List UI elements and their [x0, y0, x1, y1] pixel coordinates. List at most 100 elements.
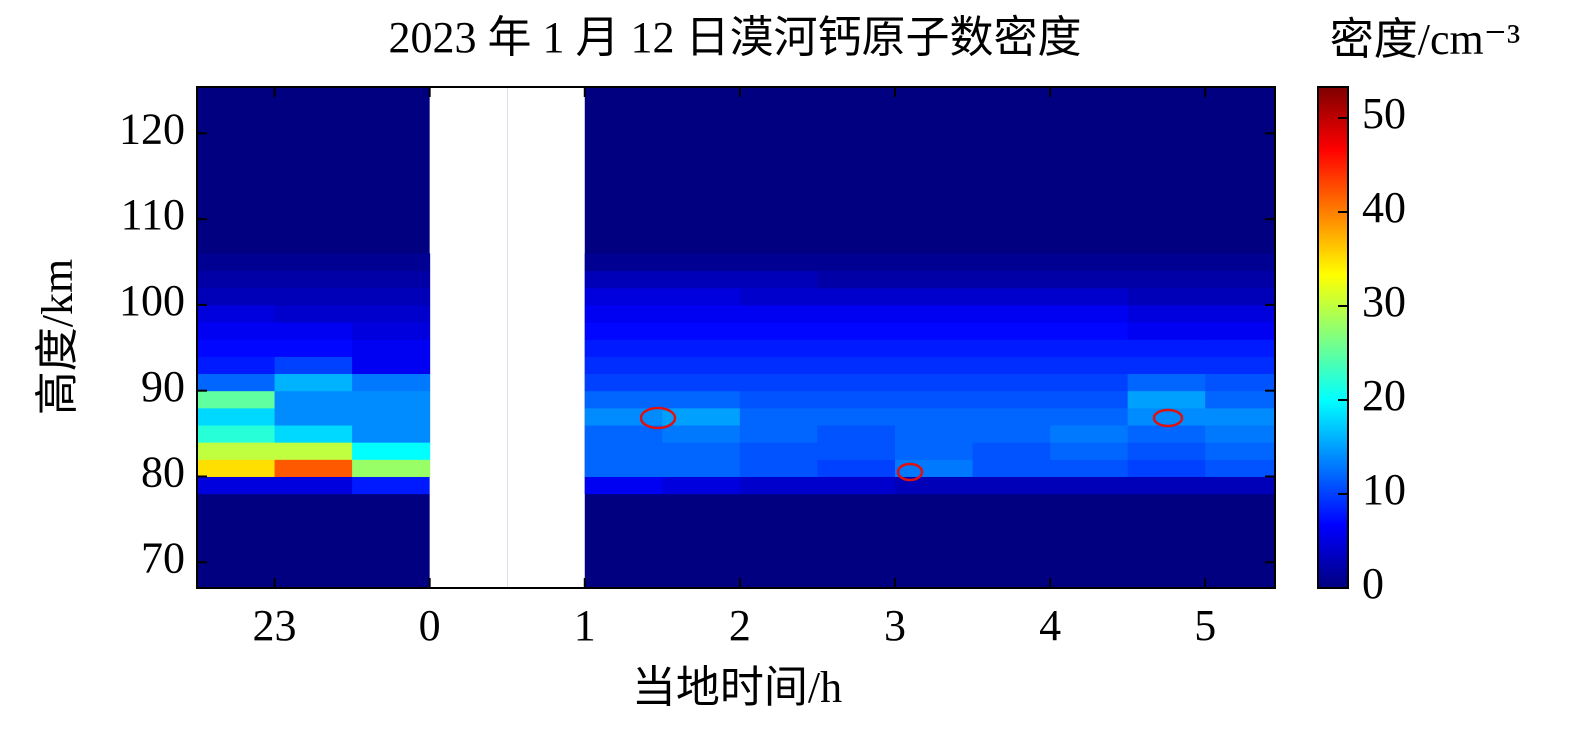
heat-cell [662, 253, 741, 272]
heat-cell [584, 356, 663, 375]
heat-cell [274, 339, 353, 357]
heat-cell [972, 270, 1051, 289]
heat-cell [739, 442, 818, 460]
heat-cell [739, 356, 818, 375]
colorbar-tick-label: 50 [1362, 89, 1406, 138]
heat-cell [894, 425, 974, 443]
heat-cell [584, 425, 663, 443]
y-axis-label: 高度/km [33, 259, 82, 415]
heat-cell [972, 322, 1051, 340]
heat-cell [662, 459, 741, 477]
heat-cell [739, 390, 818, 409]
heat-cell [662, 304, 741, 323]
colorbar-label: 密度/cm⁻³ [1330, 15, 1520, 64]
heat-cell [352, 442, 431, 460]
plot-area [197, 87, 1276, 588]
heat-cell [1205, 425, 1276, 443]
heat-cell [817, 270, 896, 289]
data-gap [429, 87, 508, 588]
y-tick-label: 100 [119, 276, 185, 325]
heat-cell [817, 425, 896, 443]
colorbar-tick-label: 20 [1362, 371, 1406, 420]
heat-cell [197, 339, 276, 357]
heat-cell [197, 356, 276, 375]
heat-cell [662, 425, 741, 443]
x-tick-label: 4 [1039, 601, 1061, 650]
heat-cell [352, 322, 431, 340]
heat-cell [1205, 304, 1276, 323]
x-tick-label: 1 [574, 601, 596, 650]
heat-cell [1205, 356, 1276, 375]
heat-cell [894, 339, 974, 357]
heat-cell [894, 407, 974, 426]
heat-cell [972, 339, 1051, 357]
heat-cell [662, 356, 741, 375]
heat-cell [197, 425, 276, 443]
heat-cell [972, 442, 1051, 460]
heat-cell [972, 253, 1051, 272]
heat-cell [197, 390, 276, 409]
heat-cell [817, 304, 896, 323]
heat-cell [662, 322, 741, 340]
annotation-circle [639, 406, 677, 430]
heat-cell [274, 287, 353, 306]
colorbar-tick-label: 40 [1362, 183, 1406, 232]
heat-cell [1205, 476, 1276, 495]
heat-cell [739, 407, 818, 426]
heat-cell [274, 356, 353, 375]
heat-cell [1205, 253, 1276, 272]
heat-cell [584, 270, 663, 289]
heat-cell [584, 253, 663, 272]
heat-cell [972, 407, 1051, 426]
heat-cell [1205, 287, 1276, 306]
annotation-circle [1152, 408, 1184, 428]
heat-cell [894, 322, 974, 340]
heat-cell [817, 442, 896, 460]
heat-cell [352, 390, 431, 409]
heat-cell [352, 339, 431, 357]
heat-cell [894, 287, 974, 306]
heat-cell [197, 287, 276, 306]
x-tick-label: 2 [729, 601, 751, 650]
heat-cell [1205, 390, 1276, 409]
heat-cell [972, 459, 1051, 477]
heat-cell [894, 304, 974, 323]
heat-cell [197, 253, 276, 272]
heat-cell [352, 304, 431, 323]
heat-cell [1127, 270, 1206, 289]
heat-cell [197, 322, 276, 340]
heat-cell [274, 425, 353, 443]
heat-cell [894, 253, 974, 272]
y-tick-label: 110 [121, 190, 185, 239]
heat-cell [1127, 373, 1206, 392]
heat-cell [274, 459, 353, 477]
heat-cell [1127, 304, 1206, 323]
heat-cell [817, 373, 896, 392]
heat-cell [739, 270, 818, 289]
heat-cell [584, 373, 663, 392]
heat-cell [274, 253, 353, 272]
heat-cell [894, 442, 974, 460]
heat-cell [1127, 356, 1206, 375]
heat-cell [662, 407, 741, 426]
x-tick-label: 0 [419, 601, 441, 650]
heat-cell [894, 270, 974, 289]
heat-cell [817, 339, 896, 357]
heat-cell [662, 390, 741, 409]
heat-cell [739, 373, 818, 392]
heat-cell [584, 287, 663, 306]
heat-cell [1050, 322, 1129, 340]
heat-cell [817, 322, 896, 340]
heat-cell [1127, 287, 1206, 306]
heat-cell [1127, 407, 1206, 426]
colorbar-tick-label: 0 [1362, 559, 1384, 608]
heat-cell [1205, 459, 1276, 477]
colorbar [1317, 86, 1349, 589]
heat-cell [739, 253, 818, 272]
heat-cell [817, 407, 896, 426]
heat-cell [274, 373, 353, 392]
heat-cell [584, 339, 663, 357]
heat-cell [1050, 373, 1129, 392]
heat-cell [352, 270, 431, 289]
